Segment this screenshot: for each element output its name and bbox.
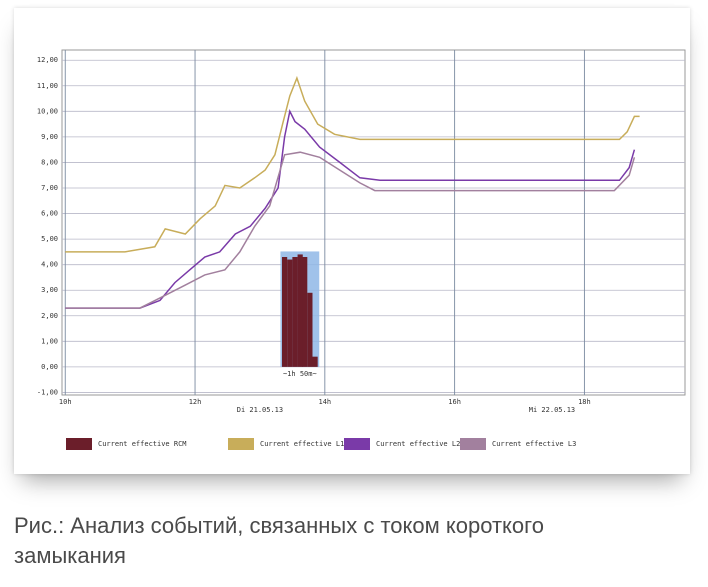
x-tick-label: 12h — [189, 398, 202, 406]
legend-swatch — [460, 438, 486, 450]
legend-label: Current effective L3 — [492, 440, 576, 448]
legend-swatch — [344, 438, 370, 450]
y-tick-label: -1,00 — [37, 388, 58, 396]
x-tick-label: 14h — [319, 398, 332, 406]
bar — [287, 259, 293, 367]
line — [65, 75, 640, 253]
annotation: ~1h 50m~ — [283, 370, 317, 378]
legend-item: Current effective L3 — [460, 438, 576, 450]
x-tick-label: 10h — [59, 398, 72, 406]
y-tick-label: 0,00 — [41, 363, 58, 371]
y-tick-label: 10,00 — [37, 107, 58, 115]
line — [65, 151, 636, 309]
legend-label: Current effective L1 — [260, 440, 344, 448]
y-tick-label: 7,00 — [41, 184, 58, 192]
chart: -1,00 0,00 1,00 2,00 3,00 4,00 5,00 6,00 7,00 8,0… — [37, 49, 686, 450]
x-tick-label: 18h — [578, 398, 591, 406]
x-tick-label: 16h — [448, 398, 461, 406]
y-tick-label: 8,00 — [41, 158, 58, 166]
y-tick-label: 4,00 — [41, 261, 58, 269]
y-tick-label: 9,00 — [41, 133, 58, 141]
bar — [281, 257, 288, 367]
bar — [312, 356, 318, 367]
legend-item: Current effective RCM — [66, 438, 187, 450]
legend-swatch — [66, 438, 92, 450]
y-tick-label: 11,00 — [37, 82, 58, 90]
bar — [292, 257, 298, 367]
legend-item: Current effective L2 — [344, 438, 460, 450]
date-label: Mi 22.05.13 — [529, 406, 575, 414]
bar — [297, 254, 303, 367]
plot-frame — [61, 49, 686, 396]
y-tick-label: 5,00 — [41, 235, 58, 243]
caption: Рис.: Анализ событий, связанных с током … — [14, 513, 544, 568]
line — [65, 109, 636, 309]
y-tick-label: 2,00 — [41, 312, 58, 320]
legend-label: Current effective L2 — [376, 440, 460, 448]
bar — [307, 292, 313, 367]
y-tick-label: 1,00 — [41, 337, 58, 345]
date-label: Di 21.05.13 — [237, 406, 283, 414]
legend-swatch — [228, 438, 254, 450]
y-tick-label: 3,00 — [41, 286, 58, 294]
legend-item: Current effective L1 — [228, 438, 344, 450]
legend-label: Current effective RCM — [98, 440, 187, 448]
y-tick-label: 6,00 — [41, 210, 58, 218]
y-tick-label: 12,00 — [37, 56, 58, 64]
bar — [302, 257, 308, 367]
